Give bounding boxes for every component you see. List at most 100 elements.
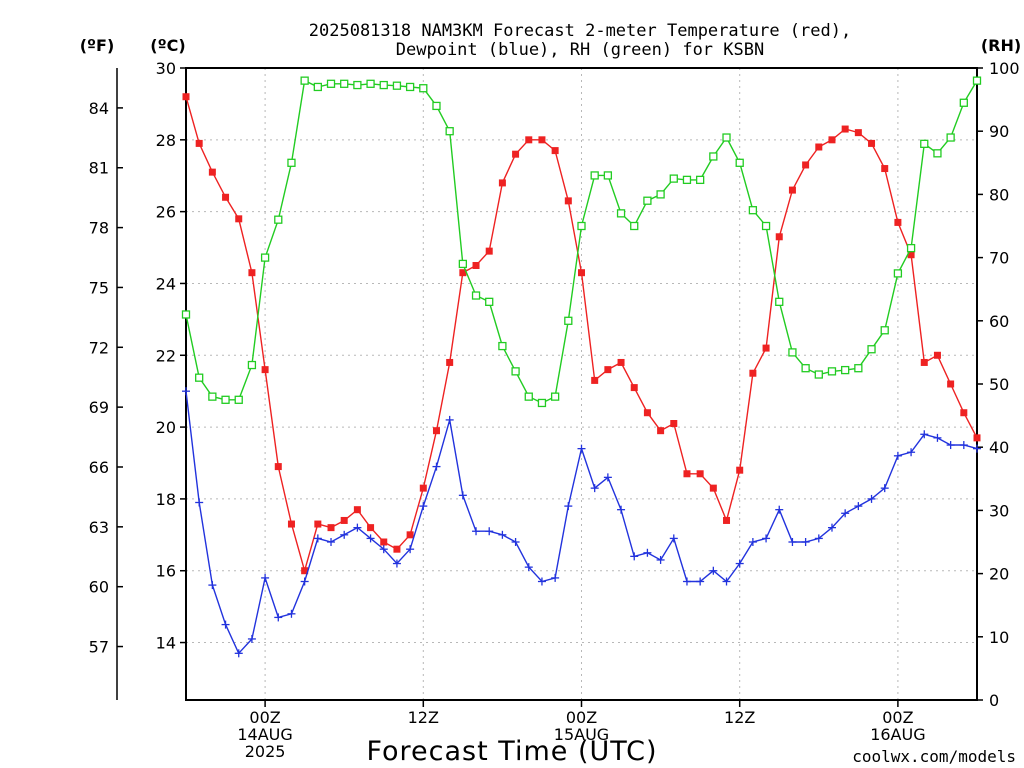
c-axis-tick-label: 24 (156, 274, 176, 293)
temperature-point (828, 136, 836, 144)
rh-point (577, 221, 586, 231)
dewpoint-point (880, 484, 889, 493)
dewpoint-point (590, 484, 599, 493)
dewpoint-point (445, 415, 454, 424)
temperature-point (643, 409, 651, 417)
rh-point (761, 221, 771, 231)
dewpoint-point (366, 534, 375, 543)
temperature-point (353, 506, 361, 514)
grid-lines (186, 68, 977, 700)
x-axis-tick-label: 15AUG (554, 725, 609, 744)
rh-point (788, 348, 797, 357)
temperature-point (920, 358, 928, 366)
f-axis-tick-label: 84 (89, 99, 109, 118)
x-axis-tick-label: 00Z (882, 708, 913, 727)
temperature-point (947, 380, 955, 388)
x-axis-tick-label: 00Z (566, 708, 597, 727)
temperature-point (235, 215, 243, 223)
temperature-point (261, 366, 269, 374)
temperature-point (933, 351, 941, 359)
temperature-point (591, 376, 599, 384)
dewpoint-point (722, 577, 731, 586)
dewpoint-point (485, 527, 494, 536)
dewpoint-point (564, 502, 573, 511)
temperature-point (762, 344, 770, 352)
dewpoint-point (893, 451, 902, 460)
temperature-point (578, 269, 585, 277)
dewpoint-point (762, 534, 771, 543)
x-axis-tick-label: 00Z (249, 708, 280, 727)
temperature-point (564, 197, 572, 205)
rh-point (643, 196, 652, 205)
rh-point (537, 398, 547, 408)
dewpoint-point (656, 555, 665, 564)
rh-point (630, 221, 639, 231)
temperature-point (485, 247, 493, 255)
f-axis-tick-label: 81 (89, 159, 109, 178)
dewpoint-point (195, 498, 204, 507)
temperature-point (723, 516, 731, 524)
rh-point (709, 152, 718, 161)
temperature-point (472, 262, 480, 269)
c-axis-tick-label: 30 (156, 59, 176, 78)
rh-point (946, 133, 955, 142)
temperature-point (696, 470, 704, 478)
rh-point (313, 82, 322, 92)
temperature-point (617, 358, 625, 366)
rh-point (511, 367, 520, 376)
rh-point (287, 158, 296, 167)
dewpoint-point (524, 563, 533, 572)
chart-title-line2: Dewpoint (blue), RH (green) for KSBN (396, 40, 764, 60)
rh-point (195, 373, 204, 382)
temperature-point (314, 520, 322, 528)
rh-point (326, 79, 336, 88)
plot-frame (185, 67, 978, 701)
temperature-point (881, 165, 889, 173)
rh-point (972, 76, 982, 85)
credit-text: coolwx.com/models (852, 747, 1016, 766)
c-axis-tick-label: 28 (156, 131, 176, 150)
rh-axis-tick-label: 70 (989, 249, 1009, 268)
f-axis-tick-label: 75 (89, 278, 109, 297)
temperature-point (419, 484, 427, 492)
dewpoint-point (696, 577, 705, 586)
temperature-point (894, 218, 902, 226)
temperature-point (182, 93, 190, 101)
rh-point (405, 82, 415, 92)
dewpoint-point (340, 530, 349, 539)
temperature-point (775, 233, 783, 241)
dewpoint-point (775, 505, 784, 514)
dewpoint-point (472, 527, 481, 536)
rh-point (959, 98, 968, 107)
f-axis-tick-label: 66 (89, 458, 109, 477)
c-axis-tick-label: 14 (156, 634, 176, 653)
dewpoint-point (814, 534, 823, 543)
dewpoint-point (261, 573, 270, 582)
temperature-point (736, 466, 744, 474)
temperature-point (406, 531, 414, 539)
temperature-point (380, 538, 388, 546)
dewpoint-point (827, 523, 836, 532)
temperature-point (960, 409, 968, 417)
dewpoint-point (603, 473, 612, 482)
dewpoint-point (287, 609, 296, 618)
dewpoint-point (551, 573, 560, 582)
dewpoint-point (300, 577, 309, 586)
rh-point (234, 395, 243, 404)
rh-point (550, 392, 560, 401)
dewpoint-point (511, 538, 520, 546)
x-axis-tick-label: 14AUG (237, 725, 292, 744)
rh-point (208, 392, 217, 401)
rh-point (564, 316, 573, 325)
dewpoint-point (419, 502, 428, 511)
dewpoint-point (973, 444, 981, 453)
temperature-point (657, 427, 665, 435)
temperature-point (222, 193, 230, 201)
rh-point (485, 297, 494, 306)
dewpoint-point (907, 448, 916, 457)
dewpoint-point (313, 534, 322, 543)
temperature-point (512, 150, 520, 158)
temperature-point (274, 463, 282, 471)
rh-axis-tick-label: 20 (989, 565, 1009, 584)
dewpoint-point (247, 634, 256, 643)
